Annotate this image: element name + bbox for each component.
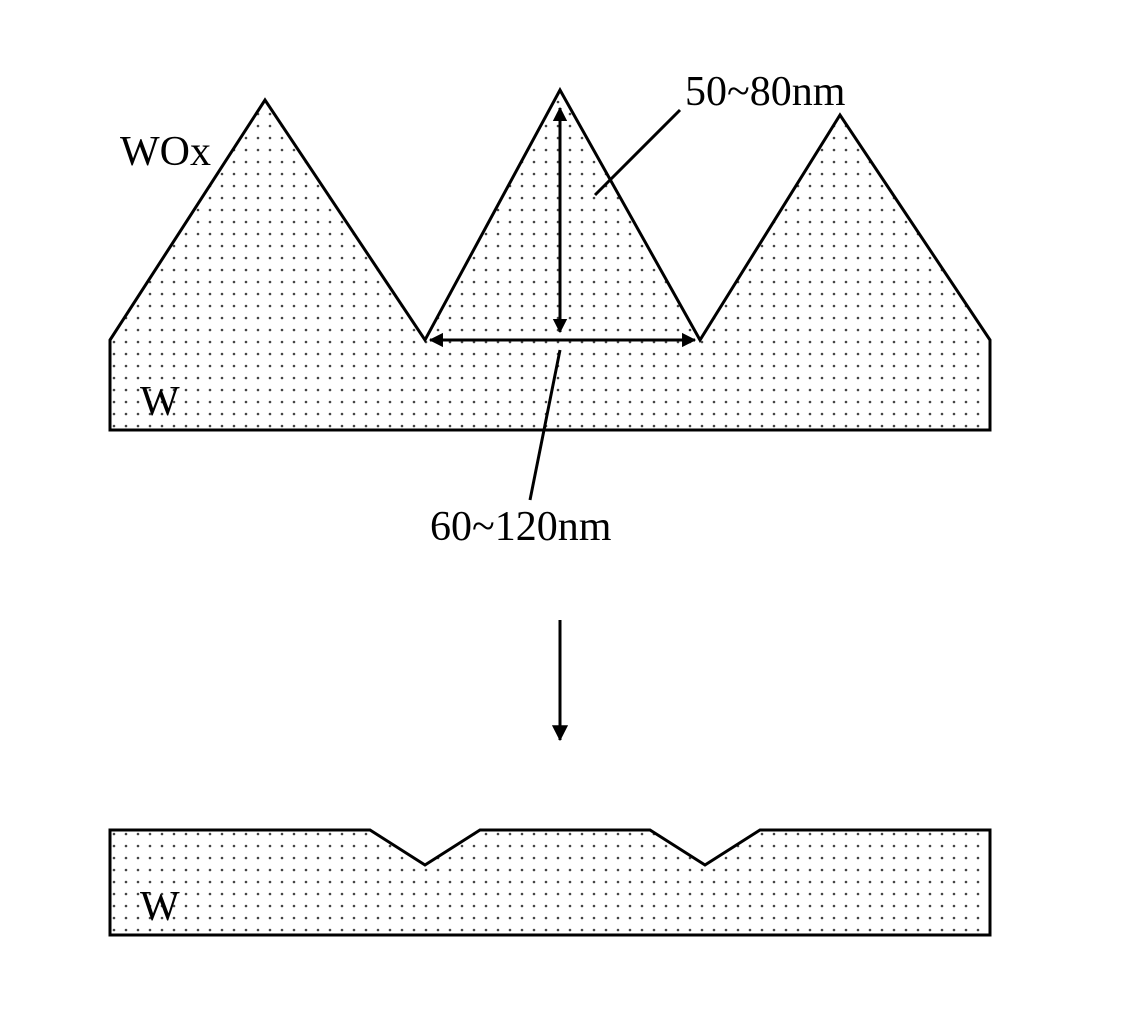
label-w-top: W xyxy=(140,379,180,425)
height-leader xyxy=(595,110,680,195)
width-label: 60~120nm xyxy=(430,504,612,550)
height-label: 50~80nm xyxy=(685,69,846,115)
top-structure xyxy=(110,90,990,430)
transition-arrow xyxy=(553,620,568,740)
diagram-canvas: 50~80nm 60~120nm WOx W W xyxy=(0,0,1129,1029)
label-wox: WOx xyxy=(120,129,211,175)
bottom-structure xyxy=(110,830,990,935)
label-w-bottom: W xyxy=(140,884,180,930)
